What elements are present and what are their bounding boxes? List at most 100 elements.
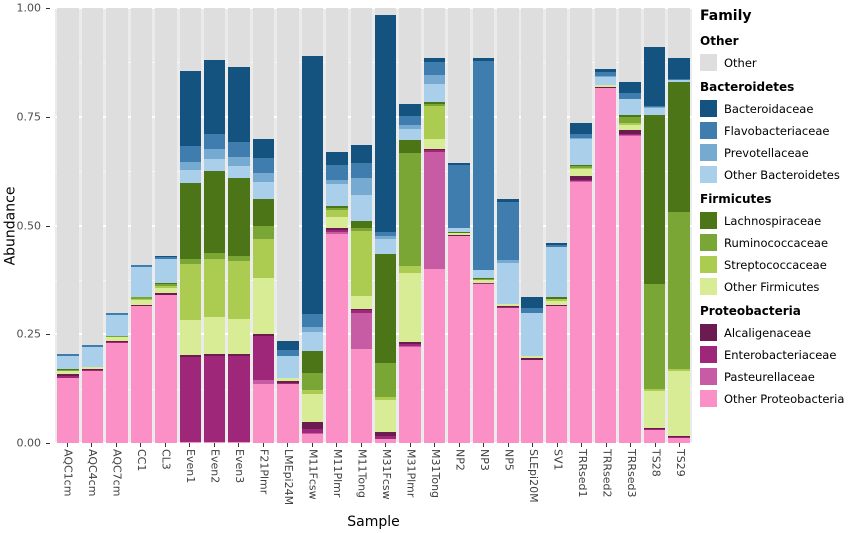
x-label-cell: Even3 <box>227 449 252 513</box>
legend-swatch <box>700 54 717 71</box>
legend-swatch <box>700 144 717 161</box>
segment-enterobacteriaceae <box>106 341 128 343</box>
segment-other_firmicutes <box>204 317 226 355</box>
x-tick-label: Even2 <box>208 449 222 484</box>
segment-flavobacteriaceae <box>668 78 690 80</box>
segment-other_firmicutes <box>228 318 250 355</box>
segment-ruminococcaceae <box>570 165 592 168</box>
x-tick-label: Even3 <box>232 449 246 484</box>
segment-streptococcaceae <box>179 263 202 321</box>
segment-streptococcaceae <box>252 238 275 278</box>
segment-streptococcaceae <box>545 299 568 301</box>
bar-AQC4cm <box>81 8 104 443</box>
x-label-cell: TRRsed2 <box>594 449 619 513</box>
legend-item: Pasteurellaceae <box>700 368 857 385</box>
x-tick-line <box>360 443 362 447</box>
x-label-cell: M31Plmr <box>398 449 423 513</box>
segment-other_bacteroidetes <box>521 312 543 357</box>
bar-TRRsed1 <box>570 8 592 443</box>
segment-pasteurellaceae <box>423 151 446 269</box>
segment-ruminococcaceae <box>643 284 666 389</box>
bar-M31Fcsw <box>374 8 397 443</box>
x-tick-line <box>654 443 656 447</box>
bar-M31Plmr <box>399 8 421 443</box>
segment-other <box>521 8 543 298</box>
segment-other_bacteroidetes <box>594 76 617 86</box>
segment-enterobacteriaceae <box>179 356 202 442</box>
segment-ruminococcaceae <box>252 225 275 239</box>
segment-flavobacteriaceae <box>350 162 373 178</box>
x-tick-label: AQC4cm <box>85 449 99 497</box>
segment-other_proteobacteria <box>594 88 617 443</box>
x-tick-label: AQC1cm <box>61 449 75 497</box>
legend-item-label: Enterobacteriaceae <box>724 347 837 362</box>
segment-other_proteobacteria <box>57 377 79 443</box>
segment-enterobacteriaceae <box>643 429 666 430</box>
legend-group-header: Bacteroidetes <box>700 80 795 94</box>
x-tick-mark <box>521 443 546 447</box>
segment-ruminococcaceae <box>668 212 690 370</box>
segment-alcaligenaceae <box>301 422 324 429</box>
segment-bacteroidaceae <box>472 58 495 61</box>
bar-Even1 <box>179 8 202 443</box>
x-tick-mark <box>349 443 374 447</box>
x-tick-line <box>581 443 583 447</box>
x-tick-label: SLEpi20M <box>526 449 540 503</box>
segment-bacteroidaceae <box>668 58 690 79</box>
segment-enterobacteriaceae <box>81 369 104 372</box>
x-tick-label: M31Tong <box>428 449 442 499</box>
segment-bacteroidaceae <box>399 103 421 116</box>
segment-flavobacteriaceae <box>252 158 275 174</box>
segment-other_bacteroidetes <box>643 108 666 115</box>
segment-prevotellaceae <box>326 179 348 185</box>
legend-item: Other <box>700 54 857 71</box>
bar-slot-TRRsed2 <box>593 8 617 443</box>
segment-other_proteobacteria <box>374 438 397 443</box>
segment-alcaligenaceae <box>277 381 299 383</box>
y-tick-label: 0.75 <box>16 110 42 124</box>
segment-bacteroidaceae <box>374 14 397 233</box>
bar-TS29 <box>668 8 690 443</box>
x-label-cell: SV1 <box>545 449 570 513</box>
x-tick-label: SV1 <box>551 449 565 471</box>
legend-item-label: Bacteroidaceae <box>724 101 814 116</box>
x-tick-mark <box>619 443 644 447</box>
segment-enterobacteriaceae <box>472 283 495 285</box>
segment-bacteroidaceae <box>643 47 666 106</box>
segment-pasteurellaceae <box>399 346 421 348</box>
x-tick-line <box>91 443 93 447</box>
bar-slot-AQC1cm <box>56 8 80 443</box>
segment-flavobacteriaceae <box>472 60 495 270</box>
segment-enterobacteriaceae <box>521 359 543 361</box>
x-label-cell: LMEpi24M <box>276 449 301 513</box>
segment-streptococcaceae <box>350 230 373 296</box>
x-tick-mark <box>129 443 154 447</box>
segment-other <box>106 8 128 313</box>
segment-enterobacteriaceae <box>497 307 519 309</box>
segment-enterobacteriaceae <box>277 382 299 385</box>
x-label-cell: M31Fcsw <box>374 449 399 513</box>
x-tick-mark <box>251 443 276 447</box>
segment-prevotellaceae <box>643 107 666 109</box>
segment-other <box>350 8 373 146</box>
segment-other_firmicutes <box>545 300 568 306</box>
segment-alcaligenaceae <box>521 358 543 360</box>
legend-swatch <box>700 100 717 117</box>
x-tick-label: TS29 <box>673 449 687 477</box>
legend-swatch <box>700 346 717 363</box>
legend-item: Lachnospiraceae <box>700 212 857 229</box>
legend-item-label: Streptococcaceae <box>724 257 827 272</box>
segment-flavobacteriaceae <box>545 245 568 248</box>
segment-other_firmicutes <box>155 288 177 294</box>
x-tick-mark <box>496 443 521 447</box>
legend-item: Flavobacteriaceae <box>700 122 857 139</box>
x-label-cell: TS29 <box>668 449 693 513</box>
segment-streptococcaceae <box>130 298 153 301</box>
x-label-cell: M11Plmr <box>325 449 350 513</box>
segment-other_firmicutes <box>643 390 666 428</box>
segment-other_bacteroidetes <box>619 99 641 115</box>
segment-other_firmicutes <box>57 371 79 375</box>
y-tick-mark <box>46 8 50 9</box>
x-tick-label: M31Fcsw <box>379 449 393 500</box>
segment-other_bacteroidetes <box>326 184 348 206</box>
